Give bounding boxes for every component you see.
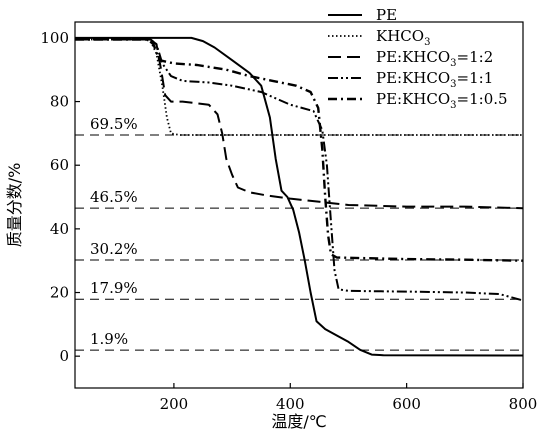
reference-label-2: 30.2%	[90, 240, 138, 258]
reference-label-3: 17.9%	[90, 279, 138, 297]
series-line-2	[75, 38, 524, 210]
legend: PE KHCO3PE:KHCO3=1:2PE:KHCO3=1:1PE:KHCO3=…	[328, 6, 508, 111]
y-tick-label-2: 40	[50, 220, 69, 238]
series-lines	[75, 36, 524, 357]
legend-label-2: PE:KHCO3=1:2	[376, 48, 493, 69]
series-line-3	[75, 38, 524, 302]
y-tick-label-1: 20	[50, 284, 69, 302]
y-tick-label-5: 100	[40, 29, 69, 47]
reference-label-0: 69.5%	[90, 115, 138, 133]
axis-ticks: 200 400 600 800 0 20 40 60 80 100	[40, 29, 537, 413]
legend-label-0: PE	[376, 6, 397, 24]
series-line-0	[75, 36, 524, 357]
y-tick-label-0: 0	[59, 347, 69, 365]
x-tick-label-2: 600	[392, 395, 421, 413]
y-tick-label-4: 80	[50, 93, 69, 111]
plot-area	[74, 21, 524, 389]
y-axis-title: 质量分数/%	[5, 163, 24, 248]
legend-label-4: PE:KHCO3=1:0.5	[376, 90, 508, 111]
reference-lines: 69.5% 46.5% 30.2% 17.9% 1.9%	[75, 115, 523, 351]
reference-label-4: 1.9%	[90, 330, 128, 348]
x-tick-label-1: 400	[276, 395, 305, 413]
x-tick-label-3: 800	[509, 395, 538, 413]
legend-label-3: PE:KHCO3=1:1	[376, 69, 493, 90]
x-axis-title: 温度/℃	[271, 412, 326, 431]
series-line-1	[75, 38, 523, 136]
y-tick-label-3: 60	[50, 156, 69, 174]
series-line-4	[75, 38, 524, 262]
legend-label-1: KHCO3	[376, 27, 430, 48]
reference-label-1: 46.5%	[90, 188, 138, 206]
x-tick-label-0: 200	[160, 395, 189, 413]
